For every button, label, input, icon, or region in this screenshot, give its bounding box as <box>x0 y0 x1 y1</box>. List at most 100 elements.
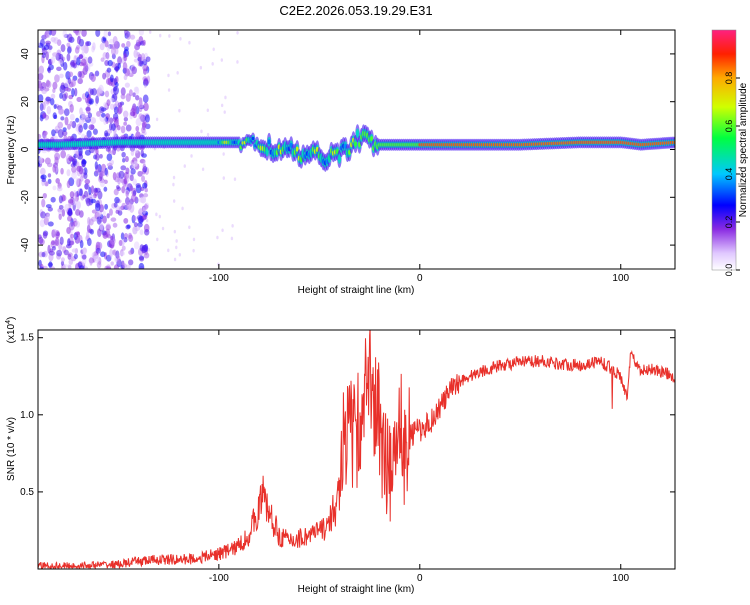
spectrogram-speckle <box>87 112 93 119</box>
spectrogram-speckle <box>128 234 134 242</box>
spectrogram-speckle <box>66 180 71 189</box>
spectrogram-speckle <box>61 209 66 217</box>
spectrogram-speckle <box>76 201 81 210</box>
spectrogram-speckle <box>104 203 109 210</box>
spectrogram-speckle <box>118 239 123 246</box>
spectrogram-speckle <box>128 89 133 97</box>
spectrogram-speckle <box>52 81 58 90</box>
spectrogram-speckle <box>143 160 146 165</box>
spectrogram-speckle <box>113 188 119 196</box>
spectrogram-speckle <box>52 229 57 235</box>
spectrogram-speckle <box>67 208 73 217</box>
spectrogram-speckle <box>236 60 239 64</box>
spectrogram-speckle <box>42 112 47 119</box>
spectrogram-speckle <box>68 155 74 162</box>
spectrogram-speckle <box>102 210 106 216</box>
spectrogram-speckle <box>48 45 53 50</box>
spectrogram-speckle <box>74 30 81 36</box>
spectrogram-speckle <box>67 215 73 222</box>
spectrogram-speckle <box>39 102 44 112</box>
y-tick-label: 40 <box>20 48 31 60</box>
spectrogram-speckle <box>102 215 107 224</box>
spectrogram-speckle <box>86 237 92 247</box>
spectrogram-speckle <box>82 194 86 199</box>
spectrogram-speckle <box>230 236 234 241</box>
spectrogram-speckle <box>220 103 224 108</box>
spectrogram-speckle <box>88 218 94 226</box>
spectrogram-speckle <box>71 88 75 98</box>
spectrogram-speckle <box>132 92 136 98</box>
spectrogram-speckle <box>64 81 70 88</box>
spectrogram-speckle <box>69 103 74 113</box>
spectrogram-speckle <box>83 122 88 130</box>
spectrogram-speckle <box>78 117 85 125</box>
spectrogram-speckle <box>155 212 158 217</box>
spectrogram-speckle <box>181 206 184 211</box>
spectrogram-speckle <box>167 73 170 78</box>
spectrogram-speckle <box>168 34 171 38</box>
colorbar-tick-label: 0.2 <box>724 216 734 229</box>
spectrogram-speckle <box>211 62 214 66</box>
spectrogram-speckle <box>106 67 112 73</box>
spectrogram-speckle <box>46 162 53 168</box>
spectrogram-speckle <box>78 53 84 60</box>
spectrogram-speckle <box>138 196 145 203</box>
spectrogram-speckle <box>106 99 111 107</box>
spectrogram-x-label: Height of straight line (km) <box>298 285 415 296</box>
spectrogram-speckle <box>122 110 129 118</box>
spectrogram-speckle <box>91 209 97 214</box>
spectrogram-speckle <box>81 45 86 54</box>
spectrogram-speckle <box>57 128 64 138</box>
spectrogram-speckle <box>117 177 121 185</box>
spectrogram-speckle <box>140 149 144 157</box>
spectrogram-speckle <box>90 117 97 125</box>
spectrogram-speckle <box>236 30 239 35</box>
spectrogram-speckle <box>138 207 143 213</box>
spectrogram-speckle <box>144 228 150 236</box>
x-tick-label: 0 <box>417 273 423 284</box>
spectrogram-speckle <box>78 124 84 133</box>
spectrogram-marks <box>38 30 675 269</box>
spectrogram-speckle <box>66 169 71 177</box>
spectrogram-speckle <box>130 168 136 175</box>
spectrogram-speckle <box>67 264 72 269</box>
spectrogram-speckle <box>233 177 237 181</box>
spectrogram-speckle <box>62 127 67 132</box>
spectrogram-speckle <box>44 32 48 39</box>
spectrogram-speckle <box>123 237 128 243</box>
spectrogram-speckle <box>51 129 56 137</box>
spectrogram-speckle <box>109 97 115 103</box>
spectrogram-speckle <box>109 103 115 110</box>
spectrogram-speckle <box>89 75 95 81</box>
spectrogram-speckle <box>103 30 108 39</box>
spectrogram-speckle <box>75 117 80 123</box>
spectrogram-speckle <box>144 84 147 89</box>
spectrogram-speckle <box>137 170 143 177</box>
spectrogram-speckle <box>58 204 64 210</box>
spectrogram-speckle <box>74 231 80 236</box>
spectrogram-speckle <box>106 213 110 219</box>
spectrogram-speckle <box>138 30 145 36</box>
spectrogram-speckle <box>56 66 62 72</box>
spectrogram-speckle <box>206 132 210 137</box>
spectrogram-speckle <box>129 34 136 40</box>
spectrogram-speckle <box>128 250 134 255</box>
spectrogram-speckle <box>84 149 91 156</box>
spectrogram-speckle <box>56 186 63 192</box>
spectrogram-speckle <box>85 231 90 240</box>
spectrogram-speckle <box>120 232 125 240</box>
spectrogram-speckle <box>73 55 77 64</box>
spectrogram-speckle <box>59 73 64 79</box>
spectrogram-speckle <box>42 231 48 239</box>
spectrogram-speckle <box>192 248 195 253</box>
spectrogram-speckle <box>46 105 51 115</box>
spectrogram-speckle <box>142 206 146 215</box>
spectrogram-speckle <box>38 83 43 92</box>
spectrogram-speckle <box>96 110 101 117</box>
spectrogram-speckle <box>105 52 110 60</box>
spectrogram-speckle <box>112 117 117 122</box>
spectrogram-speckle <box>139 229 144 236</box>
spectrogram-speckle <box>141 175 145 182</box>
spectrogram-speckle <box>145 70 149 75</box>
spectrogram-speckle <box>149 30 152 34</box>
